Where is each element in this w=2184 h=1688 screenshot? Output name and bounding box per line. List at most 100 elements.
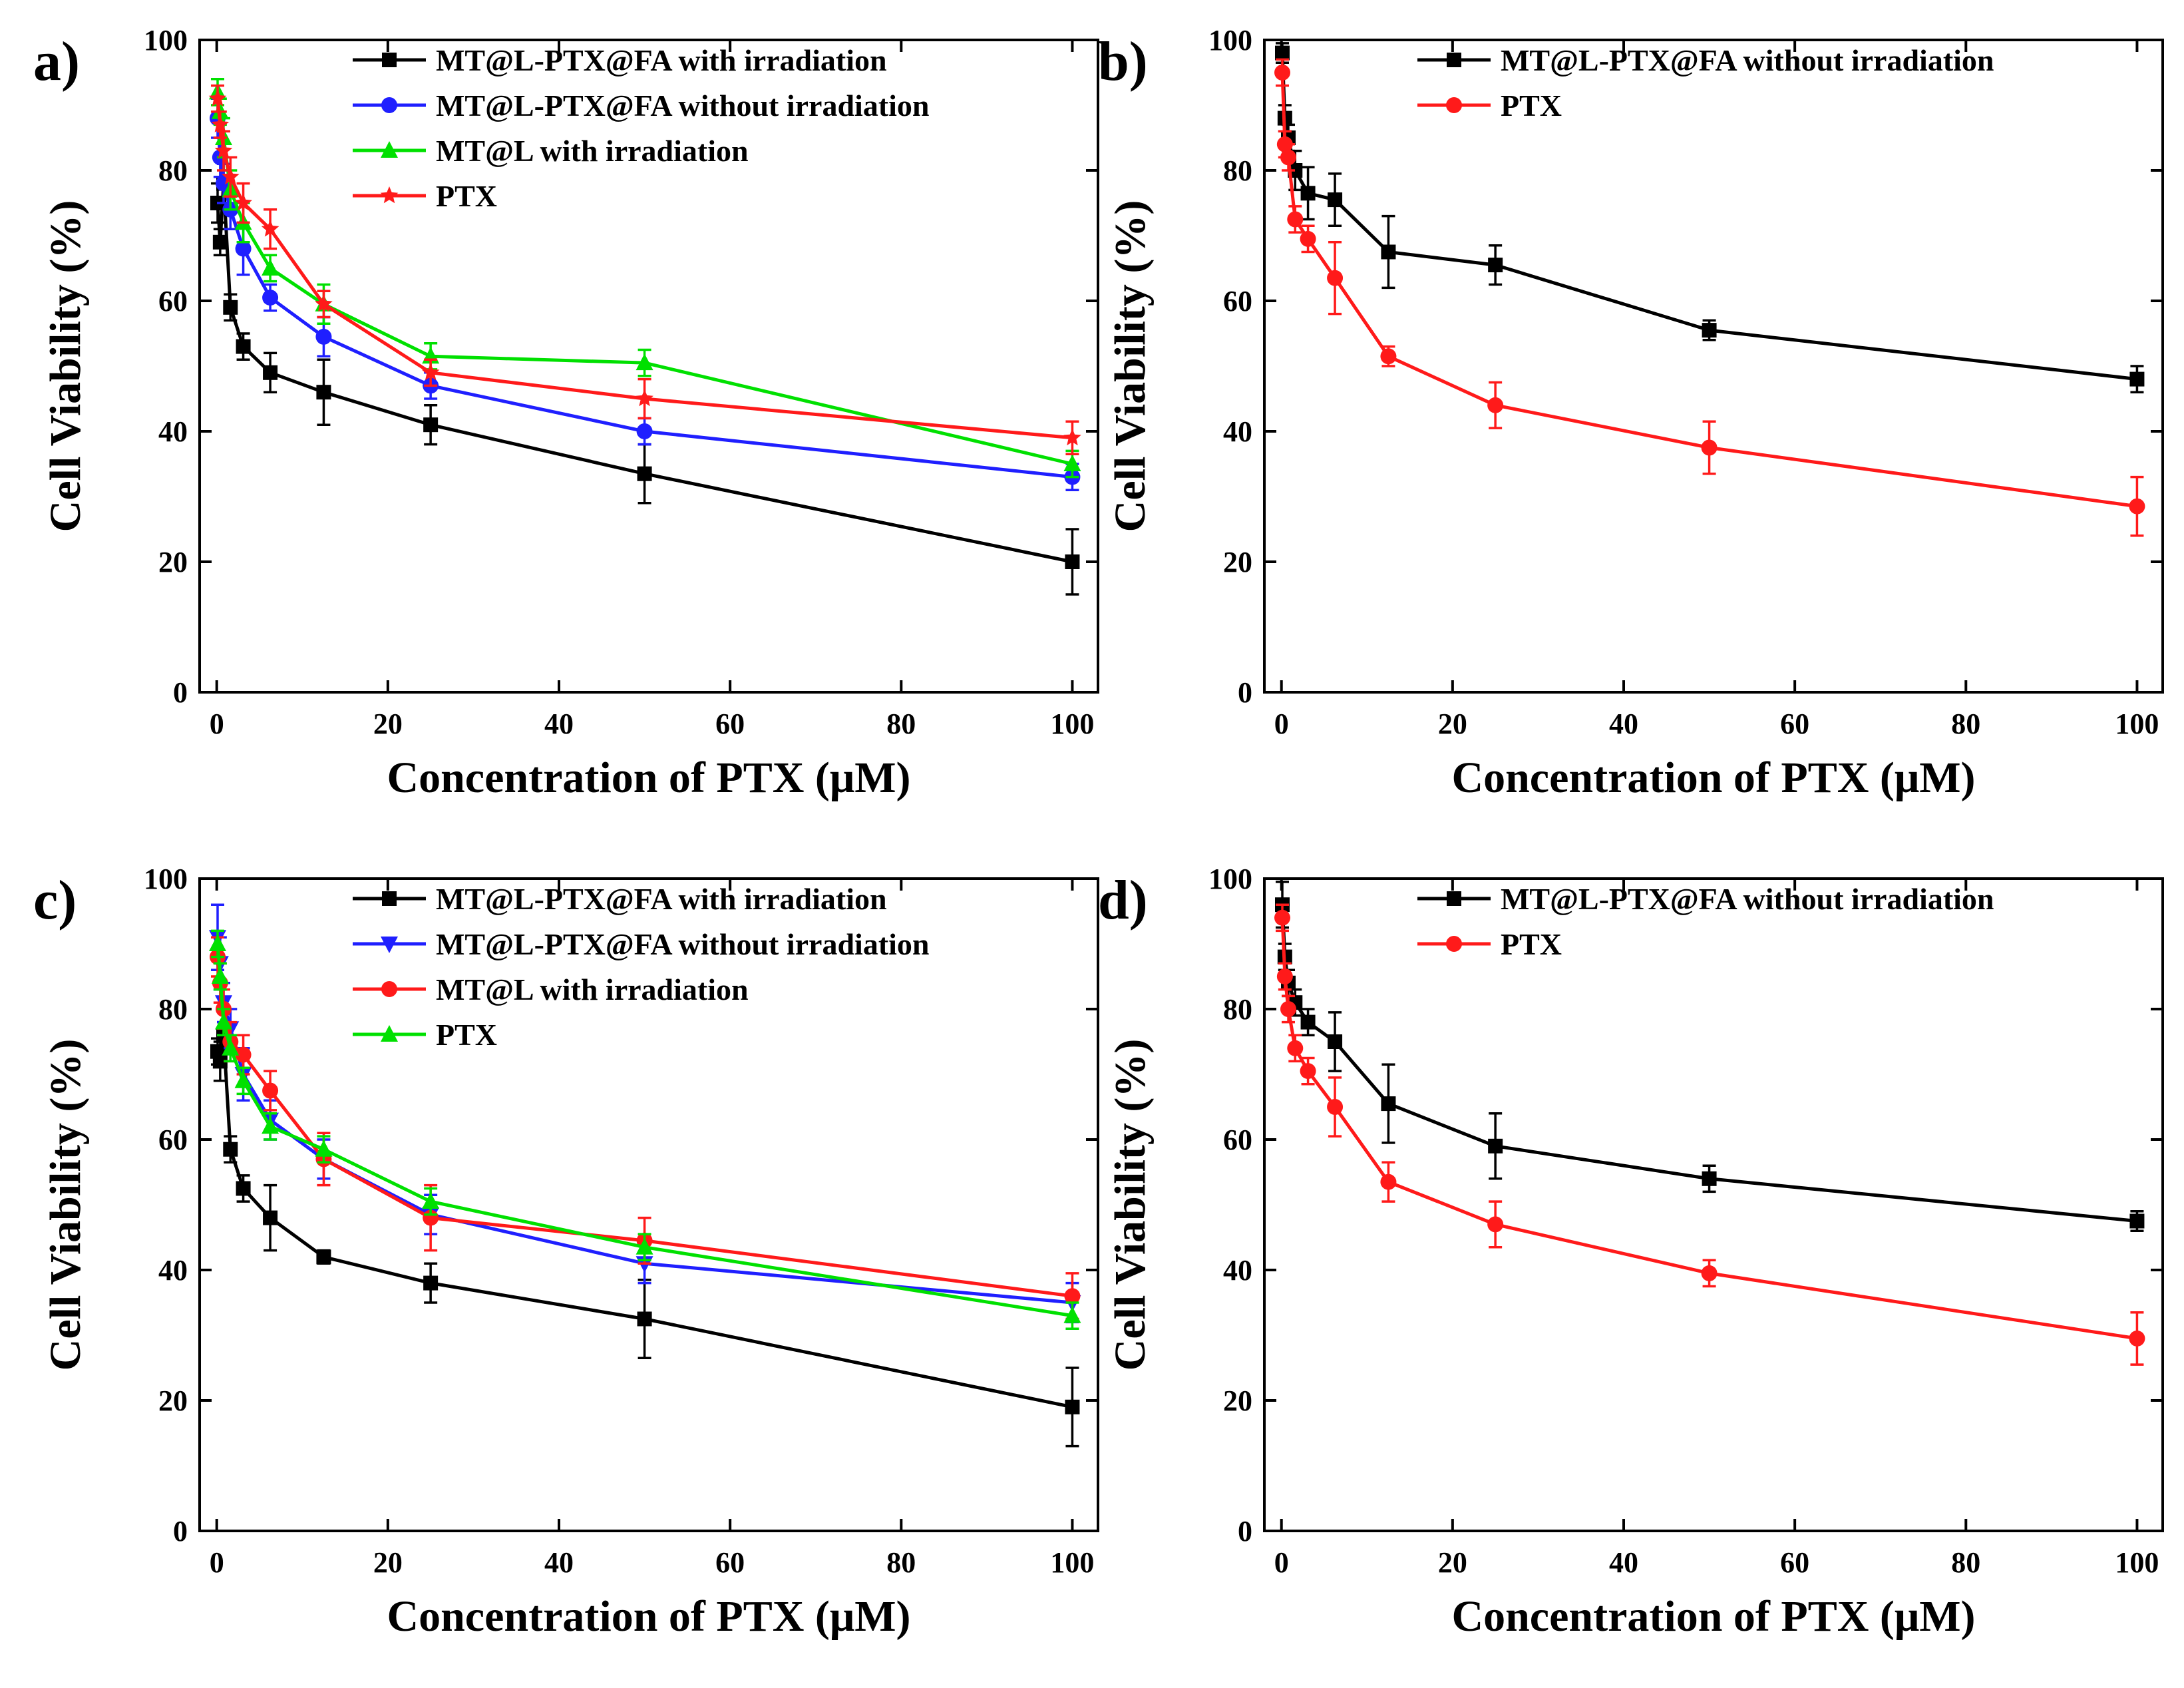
y-axis-title: Cell Viability (%): [41, 1039, 90, 1371]
legend-label: PTX: [436, 179, 497, 213]
legend-entry: MT@L-PTX@FA with irradiation: [353, 43, 887, 77]
data-point: [636, 423, 653, 439]
x-tick-label: 80: [1951, 1546, 1980, 1579]
data-point: [315, 328, 332, 345]
y-tick-label: 60: [158, 285, 188, 317]
legend-label: PTX: [1501, 927, 1562, 961]
data-point: [223, 300, 238, 315]
legend-label: PTX: [1501, 89, 1562, 122]
data-point: [1063, 428, 1081, 446]
data-point: [208, 89, 227, 106]
legend-entry: MT@L-PTX@FA without irradiation: [353, 89, 930, 122]
data-point: [1280, 1001, 1296, 1017]
series-line: [1280, 53, 2137, 381]
data-point: [209, 935, 226, 951]
series-1: [1275, 42, 2145, 393]
x-tick-label: 60: [1780, 1546, 1809, 1579]
panel-letter: d): [1098, 869, 1148, 931]
data-point: [1287, 1040, 1304, 1056]
data-point: [1701, 439, 1718, 456]
data-point: [214, 141, 233, 158]
panel-letter: c): [33, 869, 77, 931]
y-tick-label: 20: [1223, 546, 1252, 578]
legend-marker: [1446, 97, 1462, 113]
y-tick-label: 100: [144, 863, 188, 895]
data-point: [236, 339, 251, 354]
data-point: [262, 290, 279, 306]
legend-entry: PTX: [353, 179, 497, 213]
series-line: [216, 943, 1073, 1318]
legend-entry: PTX: [1417, 927, 1562, 961]
series-2: [1274, 903, 2145, 1366]
legend-label: MT@L-PTX@FA with irradiation: [436, 43, 887, 77]
legend-label: MT@L with irradiation: [436, 972, 749, 1006]
data-point: [2129, 1330, 2145, 1347]
data-point: [263, 365, 278, 380]
data-point: [2129, 498, 2145, 515]
data-point: [263, 1210, 278, 1225]
data-point: [235, 1046, 252, 1063]
x-tick-label: 100: [1050, 708, 1094, 740]
y-tick-label: 0: [173, 676, 188, 709]
legend-label: MT@L-PTX@FA without irradiation: [1501, 43, 1994, 77]
legend-entry: PTX: [353, 1018, 497, 1052]
data-point: [315, 1140, 333, 1157]
legend-marker: [381, 141, 398, 158]
legend-marker: [381, 1025, 398, 1042]
legend-marker: [382, 53, 397, 67]
data-point: [1065, 554, 1080, 569]
x-tick-label: 40: [544, 708, 574, 740]
data-point: [1063, 455, 1081, 471]
x-tick-label: 40: [1609, 708, 1638, 740]
data-point: [637, 466, 652, 481]
data-point: [636, 353, 653, 371]
x-tick-label: 20: [373, 1546, 403, 1579]
data-point: [1300, 186, 1316, 201]
data-point: [1064, 1288, 1081, 1305]
data-point: [1487, 397, 1504, 413]
data-point: [223, 1142, 238, 1157]
data-point: [636, 389, 653, 407]
data-point: [212, 234, 228, 250]
y-tick-label: 80: [158, 993, 188, 1026]
legend-marker: [381, 97, 397, 113]
legend-label: MT@L with irradiation: [436, 134, 749, 168]
data-point: [1487, 1216, 1504, 1233]
data-point: [1702, 323, 1717, 338]
data-point: [234, 194, 252, 211]
legend-label: MT@L-PTX@FA with irradiation: [436, 882, 887, 916]
x-tick-label: 60: [715, 1546, 745, 1579]
data-point: [1381, 1096, 1396, 1112]
data-point: [1327, 270, 1344, 286]
data-point: [1300, 1014, 1316, 1030]
x-tick-label: 0: [1274, 708, 1289, 740]
x-tick-label: 100: [2115, 708, 2159, 740]
data-point: [1702, 1171, 1717, 1186]
x-tick-label: 20: [1438, 708, 1467, 740]
data-point: [211, 967, 229, 984]
legend-marker: [381, 981, 397, 997]
series-4: [208, 84, 1081, 456]
data-point: [235, 240, 252, 257]
legend-entry: MT@L with irradiation: [353, 972, 749, 1006]
data-point: [1287, 211, 1304, 228]
x-tick-label: 80: [886, 708, 916, 740]
data-point: [1380, 1173, 1397, 1190]
y-axis-title: Cell Viability (%): [1106, 200, 1155, 532]
x-tick-label: 80: [1951, 708, 1980, 740]
series-4: [209, 929, 1081, 1330]
data-point: [1276, 136, 1293, 152]
x-tick-label: 60: [715, 708, 745, 740]
data-point: [422, 1192, 440, 1209]
y-tick-label: 60: [1223, 1124, 1252, 1156]
legend-marker: [1447, 891, 1461, 906]
data-point: [211, 115, 230, 132]
data-point: [1381, 244, 1396, 260]
data-point: [423, 417, 439, 433]
data-point: [262, 1082, 279, 1099]
data-point: [222, 1038, 240, 1056]
series-2: [1274, 58, 2145, 537]
x-tick-label: 0: [210, 708, 224, 740]
x-axis-title: Concentration of PTX (μM): [1451, 753, 1975, 802]
